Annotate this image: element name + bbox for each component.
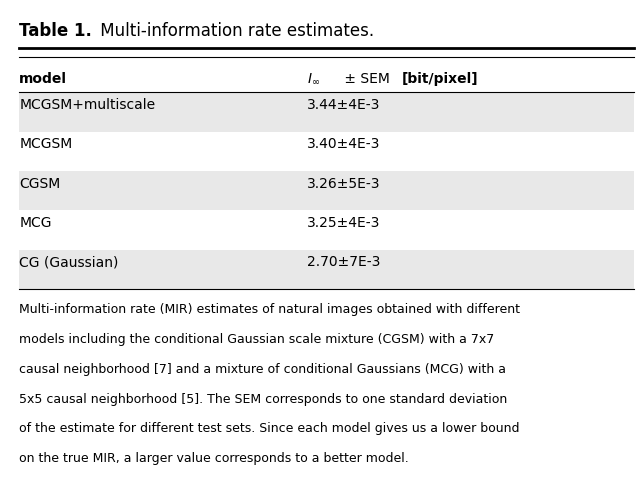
- Text: 5x5 causal neighborhood [5]. The SEM corresponds to one standard deviation: 5x5 causal neighborhood [5]. The SEM cor…: [19, 393, 508, 406]
- Text: model: model: [19, 72, 67, 86]
- Text: on the true MIR, a larger value corresponds to a better model.: on the true MIR, a larger value correspo…: [19, 452, 409, 465]
- Text: 2.70±7E-3: 2.70±7E-3: [307, 255, 381, 269]
- Text: 3.40±4E-3: 3.40±4E-3: [307, 137, 381, 151]
- Text: of the estimate for different test sets. Since each model gives us a lower bound: of the estimate for different test sets.…: [19, 422, 520, 435]
- Text: 3.25±4E-3: 3.25±4E-3: [307, 216, 381, 230]
- Text: causal neighborhood [7] and a mixture of conditional Gaussians (MCG) with a: causal neighborhood [7] and a mixture of…: [19, 363, 506, 376]
- Text: Multi-information rate (MIR) estimates of natural images obtained with different: Multi-information rate (MIR) estimates o…: [19, 303, 520, 316]
- Text: MCG: MCG: [19, 216, 52, 230]
- Text: ± SEM: ± SEM: [340, 72, 390, 86]
- Text: MCGSM: MCGSM: [19, 137, 72, 151]
- Text: [bit/pixel]: [bit/pixel]: [402, 72, 479, 86]
- Text: 3.44±4E-3: 3.44±4E-3: [307, 98, 381, 112]
- Text: Table 1.: Table 1.: [19, 22, 92, 40]
- Bar: [19, 92, 634, 132]
- Text: Multi-information rate estimates.: Multi-information rate estimates.: [95, 22, 374, 40]
- Text: models including the conditional Gaussian scale mixture (CGSM) with a 7x7: models including the conditional Gaussia…: [19, 333, 495, 346]
- Text: CG (Gaussian): CG (Gaussian): [19, 255, 118, 269]
- Text: 3.26±5E-3: 3.26±5E-3: [307, 177, 381, 191]
- Text: MCGSM+multiscale: MCGSM+multiscale: [19, 98, 156, 112]
- Text: $I_{\infty}$: $I_{\infty}$: [307, 72, 320, 86]
- Text: CGSM: CGSM: [19, 177, 60, 191]
- Bar: [19, 171, 634, 210]
- Bar: [19, 210, 634, 250]
- Bar: [19, 132, 634, 171]
- Bar: [19, 250, 634, 289]
